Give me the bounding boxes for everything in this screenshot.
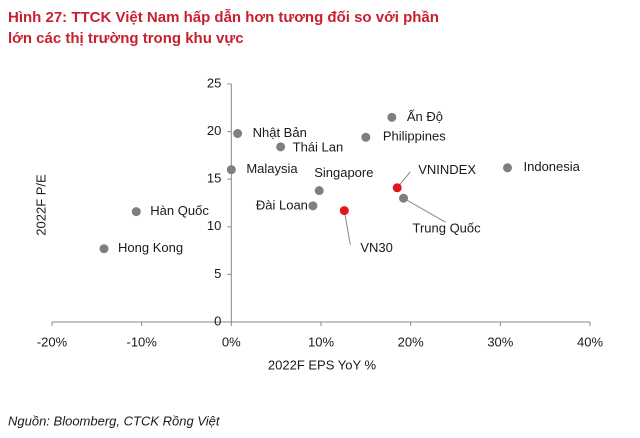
point-label: Malaysia [246,161,298,176]
point [308,201,318,211]
point-label: Thái Lan [293,139,344,154]
x-tick-label: 0% [222,334,241,349]
y-tick-label: 10 [207,218,221,233]
point [276,142,286,152]
x-tick-label: 30% [487,334,513,349]
point-label: Ấn Độ [407,109,443,124]
x-tick-label: 40% [577,334,603,349]
y-tick-label: 5 [214,266,221,281]
y-tick-label: 20 [207,123,221,138]
point-label: Trung Quốc [412,221,481,236]
point [226,165,236,175]
leader-line [403,197,446,223]
point-label: Singapore [314,165,373,180]
y-tick-label: 25 [207,75,221,90]
y-tick-label: 0 [214,313,221,328]
chart-title: Hình 27: TTCK Việt Nam hấp dẫn hơn tương… [8,9,439,26]
chart-title-line: lớn các thị trường trong khu vực [8,30,244,47]
point [131,207,141,217]
point-label: VN30 [360,240,393,255]
point-label: Hong Kong [118,240,183,255]
x-tick-label: 10% [308,334,334,349]
point-label: Đài Loan [256,197,308,212]
point [233,129,243,139]
point-label: VNINDEX [418,162,476,177]
y-tick-label: 15 [207,171,221,186]
x-tick-label: -10% [126,334,157,349]
point [339,206,349,216]
point [387,112,397,122]
point-label: Indonesia [524,159,581,174]
point [99,244,109,254]
point [314,186,324,196]
point [361,132,371,142]
leader-line [343,210,351,245]
source-note: Nguồn: Bloomberg, CTCK Rồng Việt [8,413,221,428]
point [503,163,513,173]
y-axis-title: 2022F P/E [33,174,48,236]
x-tick-label: -20% [37,334,68,349]
point-label: Hàn Quốc [150,203,209,218]
x-axis-title: 2022F EPS YoY % [268,357,377,372]
x-tick-label: 20% [398,334,424,349]
point [392,183,402,193]
point-label: Philippines [383,129,446,144]
point-label: Nhật Bản [253,125,307,140]
point [398,193,408,203]
